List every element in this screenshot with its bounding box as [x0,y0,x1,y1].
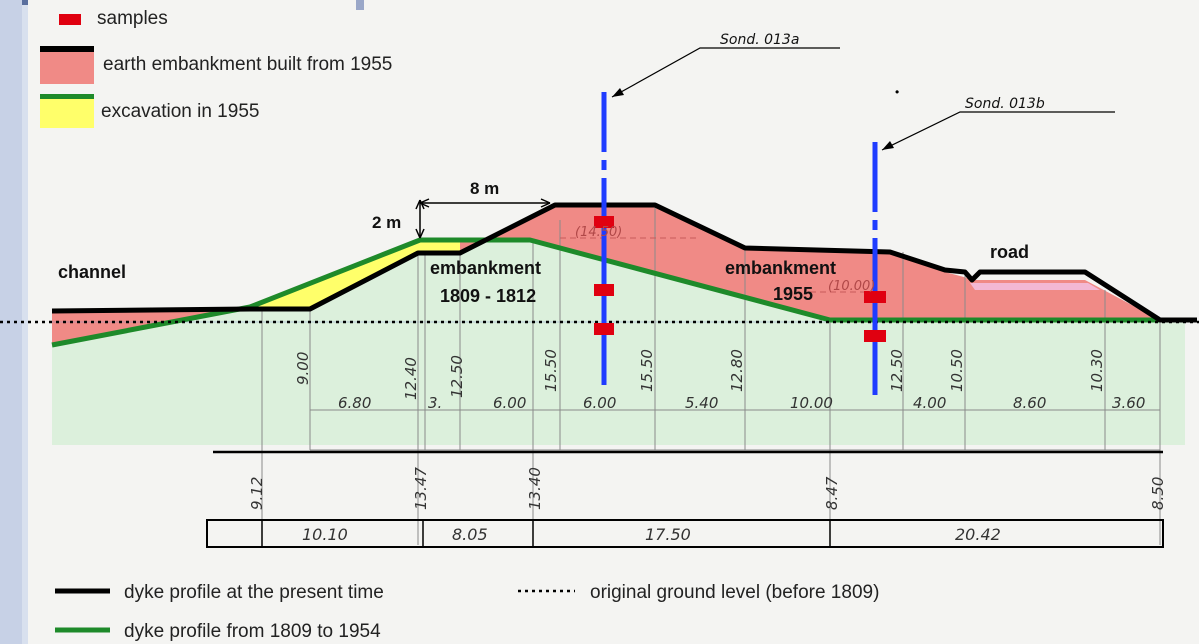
embankment-new-label: embankment [725,258,836,278]
excavation-legend-label: excavation in 1955 [101,101,259,122]
vertical-height-labels: 9.00 12.40 12.50 15.50 15.50 12.80 12.50 10.50 1… [294,349,1106,400]
spacing-label: 8.60 [1013,394,1046,412]
sounding-013b [864,111,1115,395]
samples-legend-label: samples [97,8,168,29]
spacing-label: 4.00 [913,394,946,412]
vertical-height-label: 15.50 [542,349,560,392]
ground-level-legend-label: original ground level (before 1809) [590,582,879,603]
base-elevation-label: 8.47 [823,476,841,510]
present-profile-legend-label: dyke profile at the present time [124,582,384,603]
bench-elevation-label: (10.00) [828,279,875,294]
embankment-legend-swatch [40,50,94,84]
base-elevation-label: 8.50 [1149,477,1167,510]
historic-profile-legend-label: dyke profile from 1809 to 1954 [124,621,381,642]
sample-marker [594,284,614,296]
excavation-legend-line [40,94,94,99]
vertical-height-label: 15.50 [638,349,656,392]
spacing-label: 3. [428,394,442,412]
base-distance-labels: 10.10 8.05 17.50 20.42 [302,525,1001,544]
sond-a-label: Sond. 013a [720,32,799,48]
spacing-label: 6.00 [583,394,616,412]
sample-marker [864,291,886,303]
sounding-013a [594,47,840,385]
base-distance-label: 20.42 [955,525,1001,544]
base-distance-label: 17.50 [645,525,691,544]
spacing-label: 6.00 [493,394,526,412]
spacing-labels: 6.80 3. 6.00 6.00 5.40 10.00 4.00 8.60 3.60 [338,394,1145,412]
spacing-label: 6.80 [338,394,371,412]
sample-marker [594,323,614,335]
vertical-height-label: 12.40 [402,357,420,400]
base-distance-label: 10.10 [302,525,348,544]
vertical-height-label: 9.00 [294,352,312,385]
excavation-legend-swatch [40,98,94,128]
sond-a-leader [611,47,840,98]
base-distance-label: 8.05 [452,525,488,544]
base-elevation-label: 9.12 [248,477,266,510]
base-elevation-label: 13.40 [526,467,544,510]
spacing-label: 3.60 [1112,394,1145,412]
historic-profile-line [51,237,1185,348]
left-border [0,0,22,644]
dimension-height-label: 2 m [372,213,401,232]
construction-verticals [261,205,1161,545]
embankment-old-label: embankment [430,258,541,278]
samples-legend-swatch [59,14,81,25]
sond-b-label: Sond. 013b [965,96,1045,112]
paper-tab [356,0,364,10]
sond-b-leader [881,111,1115,151]
road-fill [970,283,1100,290]
vertical-height-label: 12.50 [888,349,906,392]
dimension-width-label: 8 m [470,179,499,198]
embankment-fill [52,205,1160,345]
embankment-old-years: 1809 - 1812 [440,286,536,306]
present-profile-line [51,202,1197,323]
sond-a-arrowhead [612,88,624,97]
vertical-height-label: 12.50 [448,355,466,398]
vertical-height-label: 12.80 [728,349,746,392]
base-distance-table [206,519,1164,548]
embankment-new-year: 1955 [773,284,813,304]
sample-marker [594,216,614,228]
vertical-height-label: 10.30 [1088,349,1106,392]
embankment-legend-line [40,46,94,52]
crest-elevation-label: (14.50) [575,225,622,240]
base-elevation-label: 13.47 [412,467,430,510]
base-table-dividers [261,520,831,547]
dimension-arrows [415,198,551,239]
sample-marker [864,330,886,342]
sond-b-arrowhead [882,141,894,150]
spacing-label: 5.40 [685,394,718,412]
spacing-label: 10.00 [790,394,833,412]
embankment-legend-label: earth embankment built from 1955 [103,54,392,75]
base-elevation-labels: 9.12 13.47 13.40 8.47 8.50 [248,467,1167,510]
road-label: road [990,242,1029,262]
stray-mark: • [895,85,899,99]
vertical-height-label: 10.50 [948,349,966,392]
channel-label: channel [58,262,126,282]
